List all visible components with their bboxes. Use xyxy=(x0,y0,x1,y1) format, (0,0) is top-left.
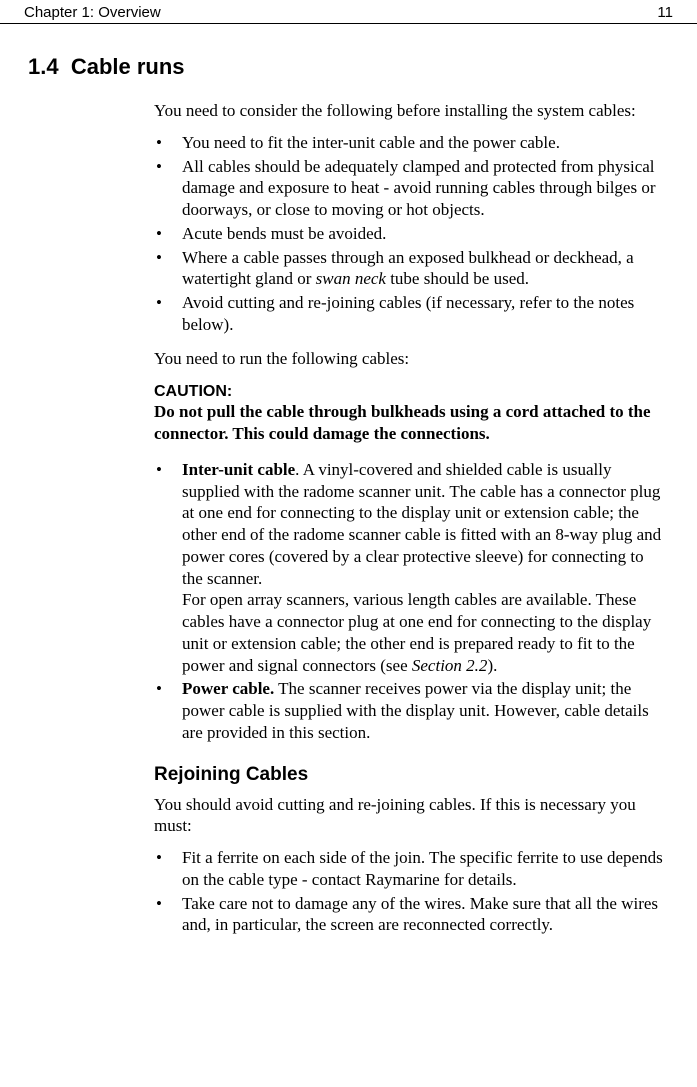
list-item: Acute bends must be avoided. xyxy=(154,223,667,245)
page-number: 11 xyxy=(657,4,673,21)
rejoin-list: Fit a ferrite on each side of the join. … xyxy=(154,847,667,936)
intro-paragraph: You need to consider the following befor… xyxy=(154,100,667,122)
content-area: 1.4 Cable runs You need to consider the … xyxy=(0,24,697,936)
followup-paragraph: You need to run the following cables: xyxy=(154,348,667,370)
considerations-list: You need to fit the inter-unit cable and… xyxy=(154,132,667,336)
section-title: Cable runs xyxy=(71,54,185,79)
section-number: 1.4 xyxy=(28,54,59,79)
list-item: You need to fit the inter-unit cable and… xyxy=(154,132,667,154)
caution-label: CAUTION: xyxy=(154,383,667,401)
page-header: Chapter 1: Overview 11 xyxy=(0,0,697,24)
caution-text: Do not pull the cable through bulkheads … xyxy=(154,401,667,445)
list-item: All cables should be adequately clamped … xyxy=(154,156,667,221)
list-item: Avoid cutting and re-joining cables (if … xyxy=(154,292,667,336)
sub-heading: Rejoining Cables xyxy=(154,764,667,786)
list-item: Take care not to damage any of the wires… xyxy=(154,893,667,937)
list-item: Where a cable passes through an exposed … xyxy=(154,247,667,291)
section-heading: 1.4 Cable runs xyxy=(28,54,667,80)
chapter-title: Chapter 1: Overview xyxy=(24,4,161,21)
cable-types-list: Inter-unit cable. A vinyl-covered and sh… xyxy=(154,459,667,744)
list-item: Inter-unit cable. A vinyl-covered and sh… xyxy=(154,459,667,677)
list-item: Fit a ferrite on each side of the join. … xyxy=(154,847,667,891)
list-item: Power cable. The scanner receives power … xyxy=(154,678,667,743)
rejoin-intro: You should avoid cutting and re-joining … xyxy=(154,794,667,838)
body-column: You need to consider the following befor… xyxy=(154,100,667,936)
